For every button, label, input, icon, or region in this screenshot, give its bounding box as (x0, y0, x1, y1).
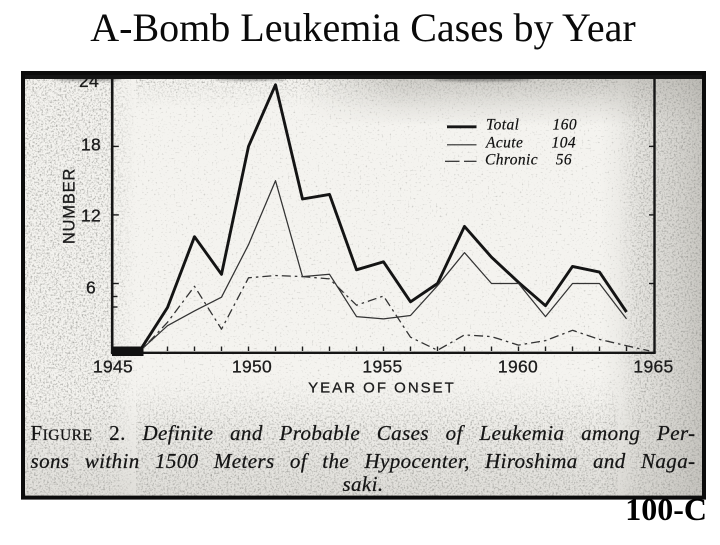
svg-text:104: 104 (552, 135, 576, 152)
svg-text:Total: Total (486, 117, 519, 134)
svg-text:Chronic: Chronic (485, 152, 538, 169)
svg-text:Acute: Acute (485, 135, 523, 152)
svg-text:YEAR OF ONSET: YEAR OF ONSET (308, 380, 456, 397)
svg-text:1945: 1945 (93, 357, 133, 377)
svg-text:1960: 1960 (498, 357, 538, 377)
svg-text:NUMBER: NUMBER (61, 168, 79, 244)
svg-text:56: 56 (556, 152, 572, 169)
svg-text:6: 6 (86, 277, 96, 297)
svg-text:12: 12 (81, 206, 101, 226)
svg-text:1965: 1965 (633, 357, 673, 377)
svg-text:1955: 1955 (362, 357, 402, 377)
svg-text:160: 160 (553, 117, 577, 134)
svg-text:18: 18 (81, 134, 101, 154)
svg-text:1950: 1950 (232, 357, 272, 377)
